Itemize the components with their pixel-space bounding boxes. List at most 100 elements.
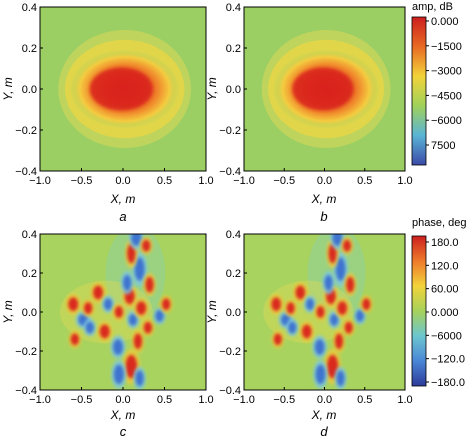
x-tick-label: −0.5 [71, 175, 93, 187]
phase-lobe-positive [125, 354, 138, 379]
x-axis-label-a: X, m [110, 192, 136, 206]
x-tick-label: 0.5 [157, 394, 172, 406]
phase-lobe-negative [314, 339, 325, 355]
colorbar-phase-title: phase, deg [412, 217, 466, 229]
axis-ticks-b: −1.0 −0.5 0.0 0.5 1.0 0.4 0.2 0.0 −0.2 −0.4 [219, 2, 412, 187]
colorbar-amp-ramp [411, 16, 427, 166]
panel-d: −1.0 −0.5 0.0 0.5 1.00.40.20.0−0.2−0.4 X, m … [205, 229, 413, 439]
phase-lobe-positive [142, 239, 151, 252]
phase-lobe-positive [273, 333, 282, 346]
colorbar-label: −180.0 [431, 377, 465, 389]
x-tick-label: −0.5 [273, 394, 295, 406]
colorbar-label: 60.00 [431, 284, 459, 296]
y-tick-label: 0.0 [22, 84, 37, 96]
y-axis-label-d: Y, m [205, 300, 219, 324]
phase-lobe-negative [336, 370, 345, 387]
phase-lobe-negative [103, 298, 113, 311]
heatmap-d [244, 234, 405, 390]
phase-lobe-positive [346, 276, 355, 293]
x-tick-label: 0.0 [317, 175, 332, 187]
phase-lobe-positive [133, 333, 143, 350]
phase-lobe-positive [326, 354, 339, 379]
x-tick-label: 1.0 [198, 175, 213, 187]
phase-lobe-negative [324, 274, 333, 291]
phase-lobe-positive [271, 297, 282, 312]
y-tick-label: 0.4 [226, 229, 241, 241]
colorbar-amp-title: amp, dB [412, 1, 453, 13]
colorbar-label: 0.000 [431, 307, 459, 319]
y-tick-label: −0.4 [219, 385, 241, 397]
phase-lobe-positive [301, 324, 312, 339]
x-tick-label: 0.5 [357, 394, 372, 406]
x-tick-label: 1.0 [397, 175, 412, 187]
colorbar-label: 0.000 [431, 16, 459, 28]
phase-lobe-negative [330, 313, 339, 326]
phase-lobe-positive [162, 298, 171, 311]
phase-lobe-negative [305, 298, 315, 311]
axis-ticks-a: −1.0 −0.5 0.0 0.5 1.0 0.4 0.2 0.0 −0.2 −0.4 [15, 2, 213, 187]
y-axis-label-a: Y, m [1, 77, 15, 101]
phase-lobe-positive [316, 306, 325, 318]
x-tick-label: 0.5 [357, 175, 372, 187]
y-tick-label: 0.4 [22, 2, 37, 14]
phase-lobe-negative [113, 364, 124, 385]
y-tick-label: −0.2 [219, 125, 241, 137]
y-tick-label: −0.2 [219, 346, 241, 358]
panel-b: −1.0 −0.5 0.0 0.5 1.00.40.20.0−0.2−0.4 X, m … [205, 2, 413, 224]
y-tick-label: 0.2 [22, 268, 37, 280]
y-tick-label: 0.4 [22, 229, 37, 241]
x-tick-label: 0.5 [157, 175, 172, 187]
phase-lobe-negative [135, 370, 144, 387]
x-tick-label: 0.0 [115, 175, 130, 187]
phase-lobe-negative [355, 310, 364, 322]
colorbar-label: −3000 [431, 66, 462, 78]
colorbar-amp: amp, dB 0.000 −1500 −3000 −4500 −6000 7500 [411, 1, 462, 166]
colorbar-label: 120.0 [431, 260, 459, 272]
phase-lobe-negative [134, 257, 145, 281]
phase-lobe-positive [337, 301, 348, 315]
colorbar-phase: phase, deg 180.0 120.0 60.00 0.000 −6000 −120… [411, 217, 466, 389]
y-tick-label: 0.4 [226, 2, 241, 14]
y-tick-label: 0.2 [226, 43, 241, 55]
y-tick-label: 0.2 [22, 43, 37, 55]
y-tick-label: −0.4 [15, 166, 37, 178]
x-axis-label-d: X, m [311, 408, 337, 422]
amp-core [89, 67, 153, 111]
phase-lobe-positive [344, 321, 353, 334]
phase-lobe-positive [136, 301, 147, 315]
y-tick-label: 0.2 [226, 268, 241, 280]
phase-lobe-negative [123, 274, 132, 291]
panel-caption-b: b [320, 209, 327, 224]
x-tick-label: −0.5 [273, 175, 295, 187]
colorbar-label: −1500 [431, 41, 462, 53]
phase-lobe-negative [113, 339, 123, 355]
x-tick-label: 1.0 [198, 394, 213, 406]
colorbar-label: −4500 [431, 90, 462, 102]
phase-lobe-positive [114, 306, 123, 318]
y-tick-label: −0.2 [15, 125, 37, 137]
amp-core [292, 67, 354, 111]
y-tick-label: 0.0 [226, 307, 241, 319]
x-tick-label: 0.0 [317, 394, 332, 406]
phase-lobe-positive [99, 324, 110, 339]
phase-lobe-negative [131, 234, 142, 246]
phase-lobe-positive [70, 333, 80, 346]
phase-lobe-positive [93, 285, 104, 300]
phase-lobe-negative [155, 310, 164, 322]
phase-lobe-negative [315, 364, 326, 385]
x-tick-label: −1.0 [29, 175, 51, 187]
colorbar-label: −120.0 [431, 354, 465, 366]
y-tick-label: 0.0 [22, 307, 37, 319]
axis-ticks-c: −1.0 −0.5 0.0 0.5 1.0 0.4 0.2 0.0 −0.2 −0.4 [15, 229, 213, 406]
y-tick-label: −0.4 [219, 166, 241, 178]
x-tick-label: −1.0 [233, 394, 255, 406]
phase-lobe-negative [335, 257, 346, 281]
phase-lobe-negative [332, 234, 343, 246]
phase-lobe-positive [143, 321, 153, 334]
heatmap-a [40, 7, 206, 171]
panel-c: −1.0 −0.5 0.0 0.5 1.00.40.20.0−0.2−0.4 X, m … [1, 229, 214, 439]
x-tick-label: 0.0 [115, 394, 130, 406]
panel-a: −1.0 −0.5 0.0 0.5 1.00.40.20.0−0.2−0.4 X, m … [1, 2, 214, 224]
y-tick-label: 0.0 [226, 84, 241, 96]
phase-lobe-positive [145, 276, 154, 293]
